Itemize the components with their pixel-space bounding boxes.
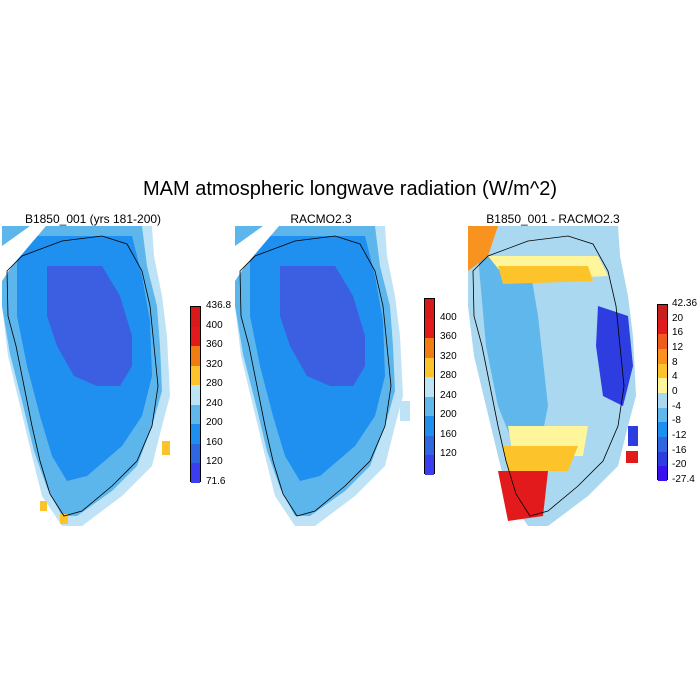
colorbar-segment <box>425 396 434 417</box>
colorbar-tick-label: 200 <box>206 417 223 429</box>
colorbar-tick-label: -12 <box>672 430 687 441</box>
colorbar-segment <box>425 338 434 359</box>
colorbar-segment <box>658 378 667 394</box>
ice-interior-fill <box>280 266 365 386</box>
minus4-fill <box>478 256 548 456</box>
light-patch <box>400 401 410 421</box>
colorbar-tick-label: 360 <box>206 339 223 351</box>
colorbar-tick-label: 360 <box>440 331 457 343</box>
colorbar-segment <box>658 407 667 423</box>
colorbar-tick-label: 0 <box>672 386 678 397</box>
colorbar-tick-label: 120 <box>440 448 457 460</box>
negative-patch <box>628 426 638 446</box>
panel-3-title: B1850_001 - RACMO2.3 <box>486 212 620 226</box>
colorbar-segment <box>191 463 200 484</box>
colorbar-segment <box>425 318 434 339</box>
colorbar-tick-label: 160 <box>440 428 457 440</box>
northwest-water <box>2 226 46 281</box>
map-panel-3 <box>468 226 638 526</box>
colorbar-segment <box>658 305 667 321</box>
colorbar-tick-label: 120 <box>206 456 223 468</box>
colorbar-segment <box>425 455 434 476</box>
colorbar-segment <box>191 385 200 406</box>
colorbar-1 <box>190 306 201 484</box>
colorbar-segment <box>658 451 667 467</box>
colorbar-tick-label: 200 <box>440 409 457 421</box>
coastline <box>239 235 392 517</box>
colorbar-tick-label: 4 <box>672 371 678 383</box>
colorbar-2 <box>424 298 435 476</box>
map-panel-1 <box>2 226 170 526</box>
colorbar-segment <box>191 404 200 425</box>
colorbar-segment <box>658 319 667 335</box>
colorbar-segment <box>658 349 667 365</box>
colorbar-tick-label: 280 <box>206 378 223 390</box>
colorbar-tick-label: 240 <box>440 389 457 401</box>
main-title: MAM atmospheric longwave radiation (W/m^… <box>143 178 557 200</box>
warm-patch <box>60 514 68 524</box>
colorbar-segment <box>191 443 200 464</box>
warm-patch <box>40 501 47 511</box>
colorbar-tick-label: 20 <box>672 312 684 324</box>
colorbar-segment <box>658 422 667 438</box>
colorbar-tick-label: -4 <box>672 400 681 412</box>
coastline <box>472 235 625 517</box>
ice-sheet-field-2 <box>235 226 410 526</box>
colorbar-segment <box>425 435 434 456</box>
colorbar-segment <box>191 365 200 386</box>
positive-patch <box>626 451 638 463</box>
colorbar-tick-label: 240 <box>206 397 223 409</box>
coastline <box>6 235 159 517</box>
difference-field <box>468 226 638 526</box>
colorbar-tick-label: -8 <box>672 415 681 427</box>
colorbar-3 <box>657 304 668 482</box>
colorbar-tick-label: 436.8 <box>206 300 232 311</box>
colorbar-segment <box>191 307 200 328</box>
colorbar-segment <box>425 377 434 398</box>
colorbar-tick-label: -20 <box>672 459 687 471</box>
colorbar-tick-label: 320 <box>440 350 457 362</box>
colorbar-tick-label: 320 <box>206 358 223 370</box>
colorbar-segment <box>425 299 434 320</box>
ice-interior-fill <box>47 266 132 386</box>
plus8-ring <box>498 266 593 284</box>
colorbar-tick-label: 160 <box>206 436 223 448</box>
colorbar-tick-label: 16 <box>672 327 684 339</box>
colorbar-tick-label: 280 <box>440 370 457 382</box>
colorbar-segment <box>425 357 434 378</box>
colorbar-segment <box>425 416 434 437</box>
map-panel-2 <box>235 226 410 526</box>
colorbar-segment <box>191 326 200 347</box>
colorbar-segment <box>658 393 667 409</box>
panel-2-title: RACMO2.3 <box>290 212 352 226</box>
colorbar-tick-label: 400 <box>440 311 457 323</box>
plus12-nw <box>468 226 498 271</box>
plus20-southern-tip <box>498 471 548 521</box>
colorbar-tick-label: 12 <box>672 342 684 353</box>
northwest-water <box>235 226 279 281</box>
colorbar-tick-label: -27.4 <box>672 474 695 485</box>
colorbar-tick-label: 400 <box>206 319 223 331</box>
warm-patch <box>162 441 170 455</box>
colorbar-segment <box>658 334 667 350</box>
colorbar-tick-label: -16 <box>672 444 687 456</box>
colorbar-tick-label: 71.6 <box>206 476 226 487</box>
colorbar-segment <box>658 437 667 453</box>
colorbar-segment <box>191 346 200 367</box>
ice-sheet-field-1 <box>2 226 170 526</box>
panel-1-title: B1850_001 (yrs 181-200) <box>24 212 162 226</box>
colorbar-tick-label: 8 <box>672 356 678 368</box>
colorbar-segment <box>658 363 667 379</box>
colorbar-tick-label: 42.36 <box>672 298 698 309</box>
colorbar-segment <box>658 466 667 482</box>
plus8-south <box>503 446 578 471</box>
colorbar-segment <box>191 424 200 445</box>
